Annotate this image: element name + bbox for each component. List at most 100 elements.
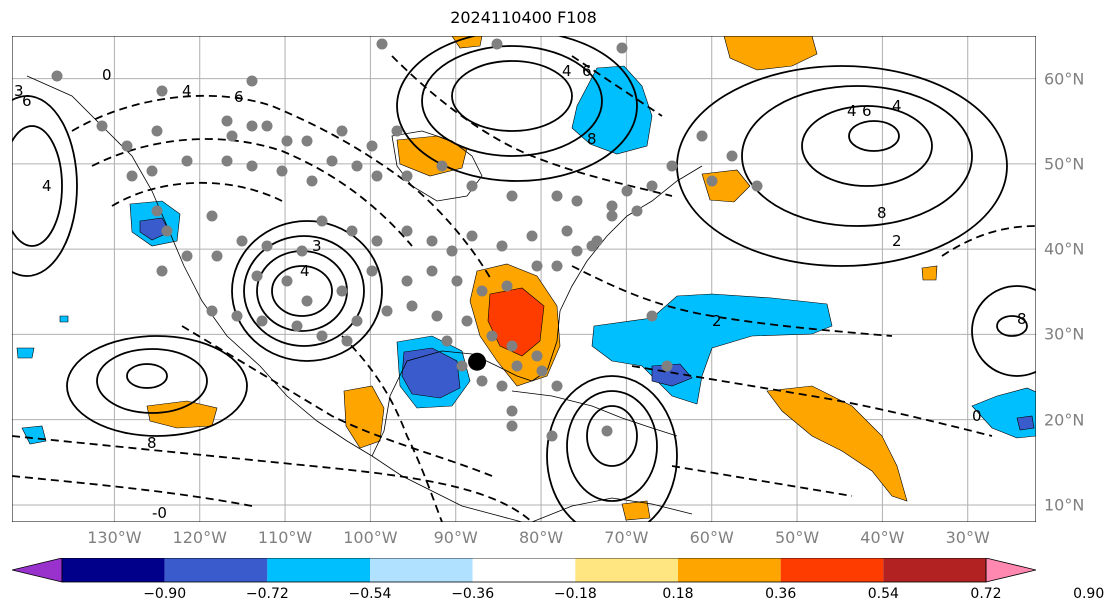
longitude-label: 70°W — [604, 528, 649, 547]
shade-dark-blue-gulf — [401, 347, 461, 399]
station-point — [441, 335, 453, 347]
longitude-label: 120°W — [172, 528, 227, 547]
contour-label: 4 — [847, 102, 857, 120]
station-markers — [51, 38, 763, 442]
shade-dark-blue-west-us — [139, 217, 171, 241]
station-point — [156, 265, 168, 277]
contour-dashed-11 — [391, 55, 673, 197]
station-point — [376, 38, 388, 50]
station-point — [491, 38, 503, 50]
contour-label: 3 — [14, 82, 24, 100]
station-point — [151, 125, 163, 137]
station-point — [506, 405, 518, 417]
latitude-label: 20°N — [1044, 410, 1085, 430]
station-point — [496, 240, 508, 252]
station-point — [381, 305, 393, 317]
station-point — [371, 170, 383, 182]
colorbar-tick-label: −0.90 — [143, 586, 187, 602]
contour-high-us-1 — [271, 265, 333, 317]
station-point — [666, 160, 678, 172]
station-point — [661, 360, 673, 372]
colorbar-tick-label: 0.72 — [970, 586, 1002, 602]
highlighted-point — [468, 352, 487, 371]
contour-pacific-1 — [126, 363, 168, 389]
station-point — [551, 260, 563, 272]
colorbar-tick-label: −0.54 — [348, 586, 392, 602]
station-point — [486, 330, 498, 342]
station-point — [121, 140, 133, 152]
station-point — [236, 235, 248, 247]
colorbar-segment — [62, 558, 165, 582]
shade-orange-top-center — [451, 36, 483, 49]
contour-label: 4 — [300, 262, 310, 280]
station-point — [281, 135, 293, 147]
station-point — [606, 200, 618, 212]
colorbar-tick-label: −0.18 — [553, 586, 597, 602]
shade-blue-pacific-dot — [59, 315, 69, 323]
contour-label: 4 — [562, 62, 572, 80]
station-point — [211, 250, 223, 262]
contour-label: 2 — [892, 232, 902, 250]
station-point — [306, 175, 318, 187]
station-point — [726, 150, 738, 162]
coast-central-america — [371, 455, 523, 522]
latitude-label: 40°N — [1044, 239, 1085, 259]
colorbar-tick-label: −0.36 — [451, 586, 495, 602]
station-point — [431, 310, 443, 322]
station-point — [246, 160, 258, 172]
contour-label: 8 — [877, 204, 887, 222]
colorbar-extend-low — [12, 558, 63, 583]
station-point — [281, 275, 293, 287]
station-point — [621, 185, 633, 197]
station-point — [456, 360, 468, 372]
shade-dark-blue-east — [1016, 415, 1035, 431]
station-point — [336, 285, 348, 297]
contour-high-atlantic-1 — [848, 120, 900, 152]
contour-label: 8 — [587, 130, 597, 148]
station-point — [366, 265, 378, 277]
contour-label: 6 — [22, 92, 32, 110]
colorbar-segment — [370, 558, 473, 582]
latitude-label: 30°N — [1044, 324, 1085, 344]
shade-orange-small-south — [621, 500, 651, 521]
station-point — [346, 225, 358, 237]
map-title: 2024110400 F108 — [450, 8, 597, 27]
station-point — [571, 195, 583, 207]
coastlines — [26, 75, 703, 522]
station-point — [251, 270, 263, 282]
colorbar-tick-label: 0.54 — [867, 586, 899, 602]
station-point — [426, 265, 438, 277]
shade-orange-central-atlantic — [766, 385, 908, 502]
station-point — [536, 365, 548, 377]
station-point — [476, 375, 488, 387]
coast-north-america-west — [26, 75, 373, 457]
station-point — [526, 230, 538, 242]
station-point — [551, 190, 563, 202]
station-point — [466, 230, 478, 242]
longitude-label: 30°W — [945, 528, 990, 547]
longitude-label: 110°W — [257, 528, 313, 547]
station-point — [561, 225, 573, 237]
contour-label: 4 — [892, 97, 902, 115]
contour-high-west-2 — [12, 95, 78, 277]
contour-dashed-7 — [341, 335, 443, 522]
station-point — [476, 285, 488, 297]
contour-pacific-3 — [66, 335, 248, 437]
latitude-label: 10°N — [1044, 495, 1085, 515]
contour-dashed-5 — [12, 435, 533, 522]
colorbar-tick-label: −0.72 — [245, 586, 289, 602]
station-point — [206, 210, 218, 222]
station-point — [341, 335, 353, 347]
contour-label: 8 — [147, 434, 157, 452]
longitude-label: 40°W — [860, 528, 905, 547]
station-point — [496, 380, 508, 392]
contour-label: 3 — [312, 237, 322, 255]
contour-high-east-2 — [971, 285, 1036, 377]
contour-dashed-10 — [671, 465, 853, 497]
contour-high-north-2 — [421, 45, 603, 157]
station-point — [591, 235, 603, 247]
contour-label: 6 — [582, 62, 592, 80]
station-point — [451, 275, 463, 287]
station-point — [601, 425, 613, 437]
